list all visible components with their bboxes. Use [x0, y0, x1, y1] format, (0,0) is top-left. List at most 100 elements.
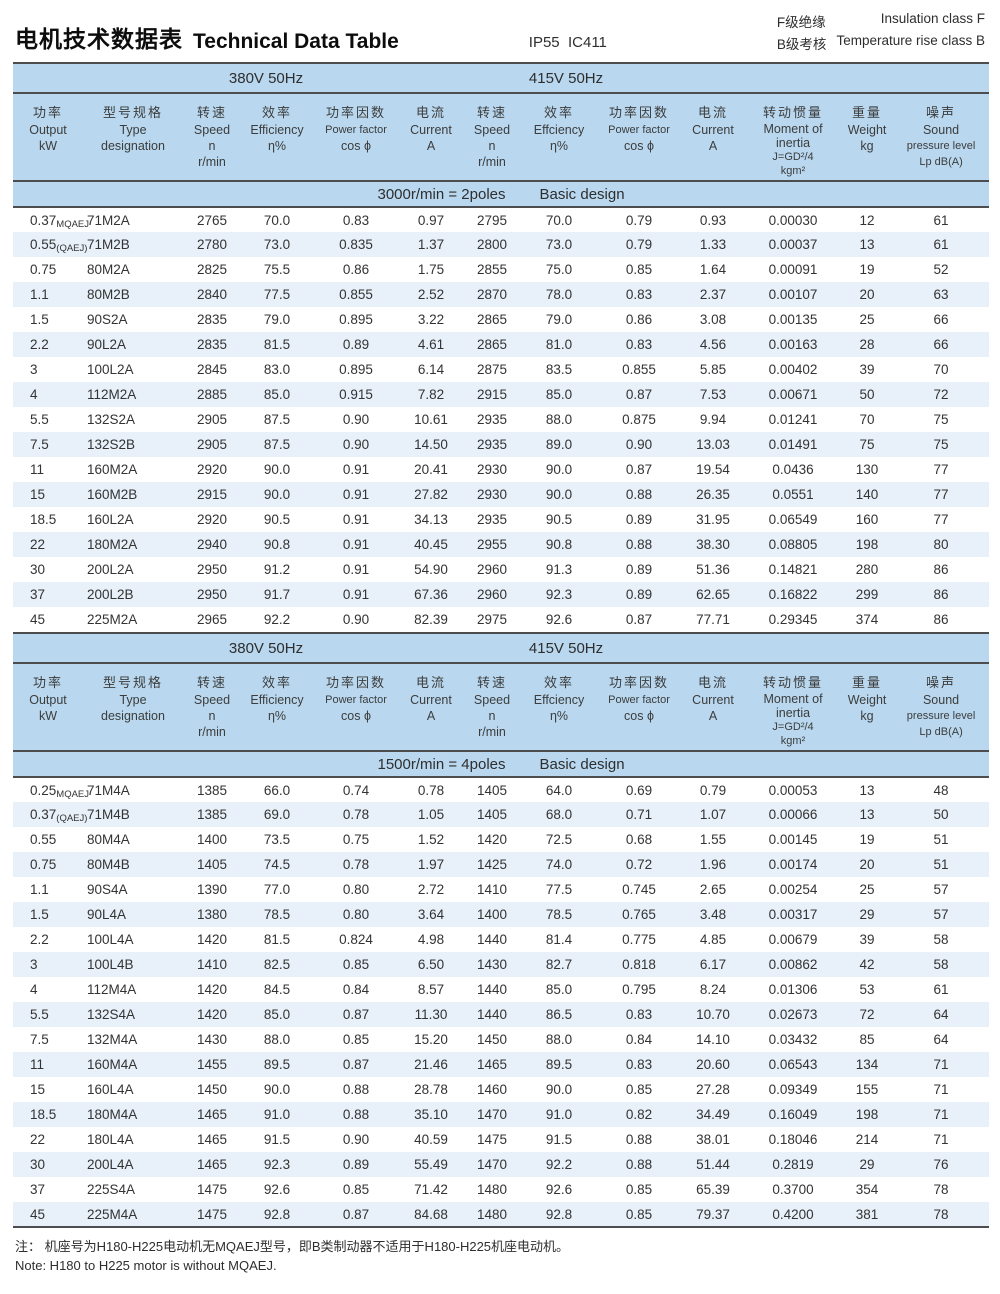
section-header-row: 1500r/min = 4poles Basic design [13, 751, 990, 778]
cell-speed-380: 1385 [196, 782, 228, 798]
cell-current-415: 34.49 [696, 1107, 730, 1122]
cell-speed-415: 2930 [476, 487, 508, 502]
table-row: 37 225S4A 1475 92.6 0.85 71.42 1480 92.6 0.85 65.… [13, 1177, 989, 1202]
cell-weight: 140 [855, 487, 879, 502]
cell-current-380: 55.49 [414, 1157, 448, 1172]
cell-power-factor-380: 0.91 [342, 487, 370, 502]
cell-speed-380: 1450 [196, 1082, 228, 1097]
table-row: 45 225M2A 2965 92.2 0.90 82.39 2975 92.6 0.87 77.… [13, 607, 989, 632]
cell-moment-of-inertia: 0.00254 [768, 882, 818, 897]
cell-moment-of-inertia: 0.00030 [768, 212, 818, 228]
cell-weight: 75 [859, 437, 875, 452]
cell-speed-380: 2920 [196, 462, 228, 477]
table-row: 7.5 132M4A 1430 88.0 0.85 15.20 1450 88.0 0.84 14… [13, 1027, 989, 1052]
cell-efficiency-415: 92.8 [545, 1206, 573, 1222]
cell-speed-415: 1480 [476, 1206, 508, 1222]
table-row: 18.5 180M4A 1465 91.0 0.88 35.10 1470 91.0 0.82 3… [13, 1102, 990, 1127]
cell-speed-380: 1405 [196, 857, 228, 872]
cell-current-415: 3.08 [699, 312, 727, 327]
cell-weight: 39 [859, 362, 875, 377]
footnote-en: Note: H180 to H225 motor is without MQAE… [15, 1258, 277, 1273]
cell-type: 90L4A [87, 907, 127, 922]
column-header-power-factor-415: 功率因数 Power factor cos ϕ [597, 93, 681, 182]
column-header-row: 功率 Output kW 型号规格 Type designation 转速 Speed n r/m… [13, 93, 990, 182]
cell-speed-380: 2905 [196, 437, 228, 452]
kw-variant-note: (QAEJ) [56, 813, 88, 824]
cell-type: 112M4A [87, 982, 137, 997]
cell-current-380: 21.46 [414, 1057, 448, 1072]
cell-sound: 71 [933, 1082, 949, 1097]
cell-current-415: 20.60 [696, 1057, 730, 1072]
column-header-efficiency-415: 效率 Effciency η% [521, 663, 597, 752]
cell-efficiency-415: 90.0 [545, 1082, 573, 1097]
cell-sound: 75 [933, 437, 949, 452]
cell-sound: 78 [933, 1206, 949, 1222]
cell-speed-380: 2780 [196, 237, 228, 252]
cell-speed-415: 2960 [476, 562, 508, 577]
cell-speed-380: 2835 [196, 337, 228, 352]
column-header-power-factor-415: 功率因数 Power factor cos ϕ [597, 663, 681, 752]
cell-current-415: 26.35 [696, 487, 730, 502]
cell-current-415: 8.24 [699, 982, 727, 997]
cell-power-factor-380: 0.895 [339, 362, 373, 377]
cell-type: 160M2B [87, 487, 138, 502]
column-header-speed-415: 转速 Speed n r/min [463, 663, 521, 752]
table-row: 15 160M2B 2915 90.0 0.91 27.82 2930 90.0 0.88 26.… [13, 482, 990, 507]
temp-rise-class-en: Temperature rise class B [836, 33, 985, 48]
voltage-header: 380V 50Hz [13, 63, 463, 94]
column-header-output-kw: 功率 Output kW [13, 93, 83, 182]
cell-efficiency-380: 84.5 [263, 982, 291, 997]
cell-efficiency-415: 74.0 [545, 857, 573, 872]
cell-efficiency-415: 89.5 [545, 1057, 573, 1072]
cell-current-415: 2.37 [699, 287, 727, 302]
cell-speed-380: 2965 [196, 612, 228, 627]
cell-power-factor-380: 0.91 [342, 537, 370, 552]
table-row: 45 225M4A 1475 92.8 0.87 84.68 1480 92.8 0.85 79.… [13, 1202, 990, 1227]
table-row: 37 200L2B 2950 91.7 0.91 67.36 2960 92.3 0.89 62.… [13, 582, 990, 607]
cell-current-380: 1.05 [417, 807, 445, 822]
column-header-speed-380: 转速 Speed n r/min [183, 663, 241, 752]
cell-efficiency-380: 83.0 [263, 362, 291, 377]
cell-current-415: 2.65 [699, 882, 727, 897]
cell-output-kw: 2.2 [30, 932, 49, 947]
cell-power-factor-415: 0.83 [625, 287, 653, 302]
cell-power-factor-415: 0.745 [622, 882, 656, 897]
cell-weight: 214 [855, 1132, 879, 1147]
cell-weight: 29 [859, 907, 875, 922]
cell-efficiency-380: 75.5 [263, 262, 291, 277]
cell-output-kw: 0.37(QAEJ) [30, 807, 88, 824]
cell-output-kw: 18.5 [30, 1107, 57, 1122]
cell-sound: 57 [933, 882, 949, 897]
cell-power-factor-415: 0.88 [625, 1157, 653, 1172]
cell-current-415: 7.53 [699, 387, 727, 402]
cell-current-380: 15.20 [414, 1032, 448, 1047]
cell-power-factor-380: 0.91 [342, 512, 370, 527]
cell-moment-of-inertia: 0.00145 [768, 832, 818, 847]
table-row: 1.1 80M2B 2840 77.5 0.855 2.52 2870 78.0 0.83 2.3… [13, 282, 990, 307]
cell-weight: 374 [855, 612, 879, 627]
cell-sound: 57 [933, 907, 949, 922]
cell-current-415: 4.56 [699, 337, 727, 352]
cell-speed-380: 1390 [196, 882, 228, 897]
cell-weight: 70 [859, 412, 875, 427]
cell-power-factor-415: 0.86 [625, 312, 653, 327]
column-header-type: 型号规格 Type designation [83, 663, 183, 752]
table-row: 1.1 90S4A 1390 77.0 0.80 2.72 1410 77.5 0.745 2.6… [13, 877, 989, 902]
cell-weight: 299 [855, 587, 879, 602]
cell-current-415: 27.28 [696, 1082, 730, 1097]
cell-type: 160M4A [87, 1057, 138, 1072]
cell-efficiency-380: 92.3 [263, 1157, 291, 1172]
column-header-speed-380: 转速 Speed n r/min [183, 93, 241, 182]
cell-moment-of-inertia: 0.4200 [772, 1206, 814, 1222]
cell-type: 160L2A [87, 512, 134, 527]
cell-current-380: 2.72 [417, 882, 445, 897]
cell-moment-of-inertia: 0.08805 [768, 537, 818, 552]
cell-speed-415: 2865 [476, 337, 508, 352]
cell-moment-of-inertia: 0.00679 [768, 932, 818, 947]
cell-output-kw: 30 [30, 562, 46, 577]
cell-current-415: 1.33 [699, 237, 727, 252]
cell-type: 80M2A [87, 262, 130, 277]
voltage-header: 415V 50Hz [463, 63, 746, 94]
column-header-type: 型号规格 Type designation [83, 93, 183, 182]
cell-weight: 280 [855, 562, 879, 577]
